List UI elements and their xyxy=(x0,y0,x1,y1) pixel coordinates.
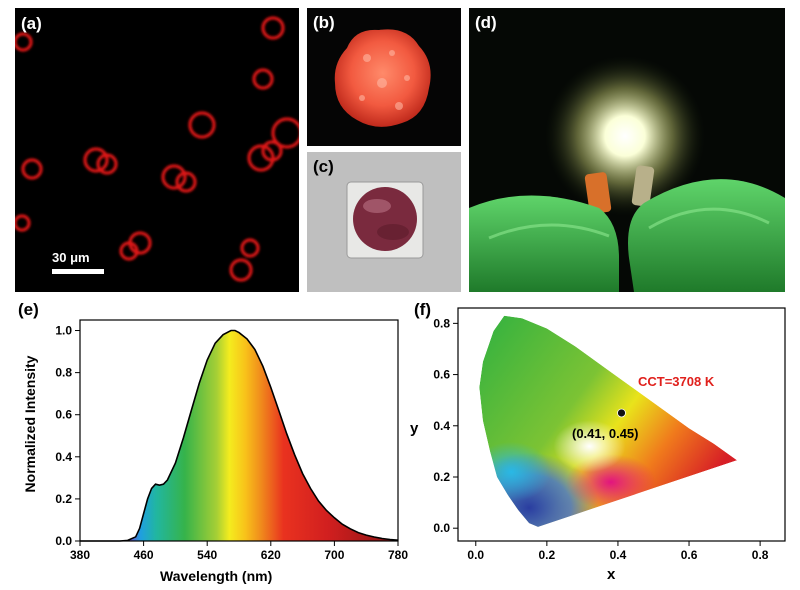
panel-c-label: (c) xyxy=(313,157,334,176)
cie-x-tick-label: 0.0 xyxy=(467,548,484,562)
panel-f-label: (f) xyxy=(414,300,431,319)
panel-c-led-package-photo: (c) xyxy=(307,152,461,292)
cie-x-axis-label: x xyxy=(607,566,616,583)
cie-y-tick-label: 0.0 xyxy=(433,521,450,535)
spectrum-x-tick-label: 540 xyxy=(197,548,217,562)
spectrum-y-tick-label: 1.0 xyxy=(55,324,72,338)
spectrum-y-tick-label: 0.4 xyxy=(55,450,72,464)
cie-frame xyxy=(457,307,786,542)
cie-y-tick-label: 0.6 xyxy=(433,368,450,382)
panel-d-label: (d) xyxy=(475,13,497,32)
cie-x-tick-label: 0.2 xyxy=(539,548,556,562)
cie-y-tick-label: 0.4 xyxy=(433,419,450,433)
cie-chart: 0.0 0.2 0.4 0.6 0.8 0.0 0.2 0.4 0.6 0.8 xyxy=(433,307,786,562)
cie-y-tick-label: 0.8 xyxy=(433,316,450,330)
spectrum-y-tick-label: 0.6 xyxy=(55,408,72,422)
led-package-image xyxy=(346,181,424,259)
micrograph-image xyxy=(15,16,299,282)
panel-e-emission-spectrum: (e) 380 460 540 620 700 780 0.0 0.2 0.4 0.6 0.8 1.0… xyxy=(0,298,410,590)
cie-coordinate-point xyxy=(617,408,626,418)
lit-led-image xyxy=(469,56,785,292)
spectrum-x-tick-label: 380 xyxy=(70,548,90,562)
spectrum-x-axis-label: Wavelength (nm) xyxy=(160,568,273,584)
spectrum-x-tick-label: 620 xyxy=(261,548,281,562)
spectrum-y-tick-label: 0.8 xyxy=(55,366,72,380)
scale-bar xyxy=(52,269,104,274)
cct-annotation: CCT=3708 K xyxy=(638,374,715,389)
cie-point-label: (0.41, 0.45) xyxy=(572,426,639,441)
spectrum-frame xyxy=(79,319,399,542)
cie-x-tick-label: 0.8 xyxy=(752,548,769,562)
cie-y-tick-label: 0.2 xyxy=(433,470,450,484)
panel-a-micrograph: (a) 30 μm xyxy=(15,8,299,292)
panel-b-powder-photo: (b) xyxy=(307,8,461,146)
spectrum-x-tick-label: 780 xyxy=(388,548,408,562)
panel-e-label: (e) xyxy=(18,300,39,319)
panel-f-cie-diagram: (f) xyxy=(410,298,800,590)
scale-bar-label: 30 μm xyxy=(52,250,90,265)
spectrum-y-tick-label: 0.2 xyxy=(55,492,72,506)
cie-x-tick-label: 0.4 xyxy=(610,548,627,562)
spectrum-y-tick-label: 0.0 xyxy=(55,534,72,548)
spectrum-x-tick-label: 460 xyxy=(134,548,154,562)
spectrum-x-tick-label: 700 xyxy=(324,548,344,562)
cie-x-tick-label: 0.6 xyxy=(681,548,698,562)
panel-a-label: (a) xyxy=(21,14,42,33)
powder-image xyxy=(334,29,431,127)
panel-b-label: (b) xyxy=(313,13,335,32)
cie-y-axis-label: y xyxy=(410,420,419,437)
spectrum-line xyxy=(80,329,399,542)
panel-d-lit-led-photo: (d) xyxy=(469,8,785,292)
spectrum-y-axis-label: Normalized Intensity xyxy=(22,355,38,493)
spectrum-chart: 380 460 540 620 700 780 0.0 0.2 0.4 0.6 0.8 1.0 xyxy=(55,319,408,562)
spectrum-fill xyxy=(80,330,398,541)
